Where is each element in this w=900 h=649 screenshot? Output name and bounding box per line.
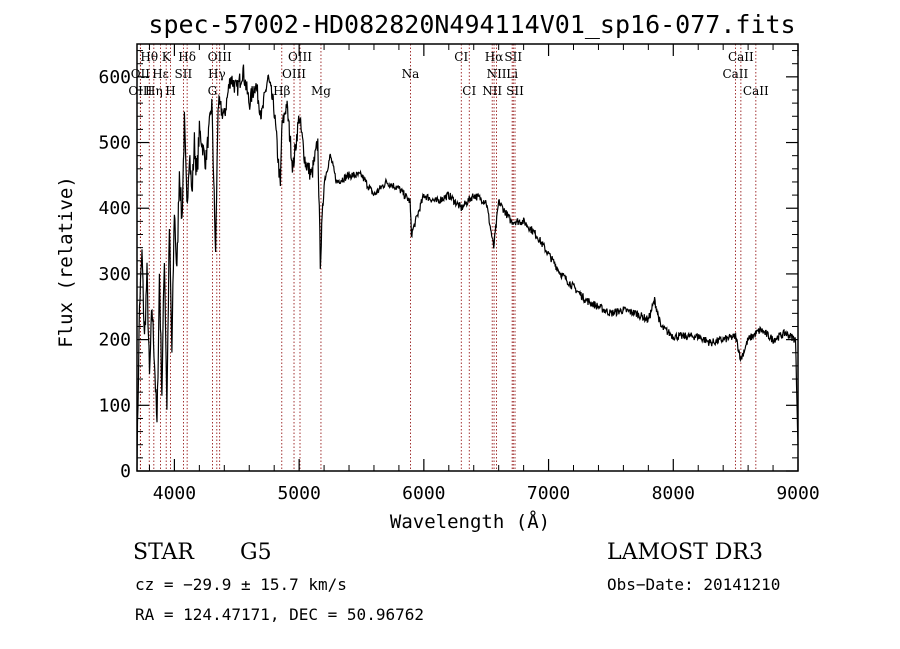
plot-frame	[136, 43, 799, 472]
line-label-6: Hα	[485, 50, 504, 64]
object-type: STAR	[133, 540, 195, 565]
line-label-1: K	[162, 50, 172, 64]
line-label-17: CaII	[722, 67, 748, 81]
line-label-20: H	[165, 84, 175, 98]
chart-title: spec-57002-HD082820N494114V01_sp16-077.f…	[148, 10, 795, 39]
line-label-2: Hδ	[178, 50, 196, 64]
line-label-3: OIII	[208, 50, 232, 64]
y-axis-ticks: 0 100 200 300 400 500 600	[98, 50, 798, 482]
line-label-11: SII	[175, 67, 193, 81]
line-label-16: Li	[506, 67, 518, 81]
y-tick-label-5: 500	[98, 133, 131, 154]
x-tick-label-3: 7000	[527, 483, 570, 504]
line-label-0: Hθ	[140, 50, 158, 64]
x-tick-label-5: 9000	[776, 483, 819, 504]
y-tick-label-0: 0	[120, 461, 131, 482]
line-label-9: OII	[131, 67, 151, 81]
line-label-27: CaII	[743, 84, 769, 98]
x-tick-label-0: 4000	[153, 483, 196, 504]
line-label-23: Mg	[311, 84, 331, 98]
line-label-13: OIII	[282, 67, 306, 81]
line-label-5: CI	[454, 50, 468, 64]
y-tick-label-3: 300	[98, 264, 131, 285]
survey-name: LAMOST DR3	[607, 540, 763, 565]
y-axis-label: Flux (relative)	[55, 176, 77, 348]
line-label-15: NII	[487, 67, 507, 81]
redshift-readout: cz = −29.9 ± 15.7 km/s	[135, 575, 347, 594]
spectrum-line	[136, 64, 799, 472]
y-tick-label-1: 100	[98, 395, 131, 416]
x-tick-label-1: 5000	[277, 483, 320, 504]
line-label-12: Hγ	[208, 67, 226, 81]
x-axis-ticks: 4000 5000 6000 7000 8000 9000	[148, 44, 820, 504]
line-label-19: Hη	[145, 84, 163, 98]
line-label-25: NII	[482, 84, 502, 98]
line-label-14: Na	[402, 67, 420, 81]
x-tick-label-4: 8000	[652, 483, 695, 504]
line-label-18: OIII	[128, 84, 152, 98]
y-tick-label-4: 400	[98, 198, 131, 219]
line-label-26: SII	[506, 84, 524, 98]
line-label-10: Hε	[152, 67, 169, 81]
line-label-4: OIII	[288, 50, 312, 64]
line-label-22: Hβ	[273, 84, 290, 98]
line-label-7: SII	[504, 50, 522, 64]
y-tick-label-2: 200	[98, 330, 131, 351]
observation-date: Obs−Date: 20141210	[607, 575, 780, 594]
spectral-line-markers	[139, 44, 757, 471]
object-subclass: G5	[240, 540, 272, 565]
coordinates-readout: RA = 124.47171, DEC = 50.96762	[135, 605, 424, 624]
x-tick-label-2: 6000	[402, 483, 445, 504]
y-tick-label-6: 600	[98, 67, 131, 88]
x-axis-label: Wavelength (Å)	[390, 510, 550, 533]
line-label-21: G	[208, 84, 218, 98]
line-label-24: CI	[462, 84, 476, 98]
line-label-8: CaII	[728, 50, 754, 64]
